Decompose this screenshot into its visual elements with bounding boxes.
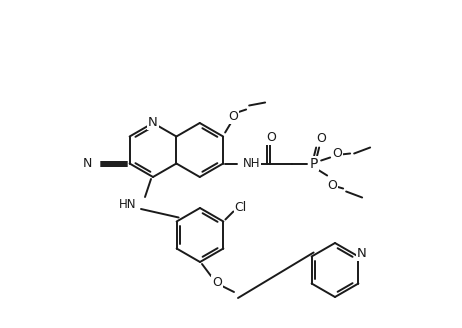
Text: O: O: [332, 147, 342, 160]
Text: P: P: [310, 156, 318, 171]
Text: O: O: [327, 179, 337, 192]
Text: O: O: [228, 110, 238, 123]
Text: NH: NH: [243, 157, 261, 170]
Text: N: N: [357, 247, 366, 260]
Text: O: O: [316, 132, 326, 145]
Text: O: O: [266, 131, 276, 144]
Text: HN: HN: [118, 198, 136, 212]
Text: Cl: Cl: [234, 201, 247, 214]
Text: O: O: [212, 276, 222, 289]
Text: N: N: [148, 116, 158, 130]
Text: N: N: [83, 157, 92, 170]
